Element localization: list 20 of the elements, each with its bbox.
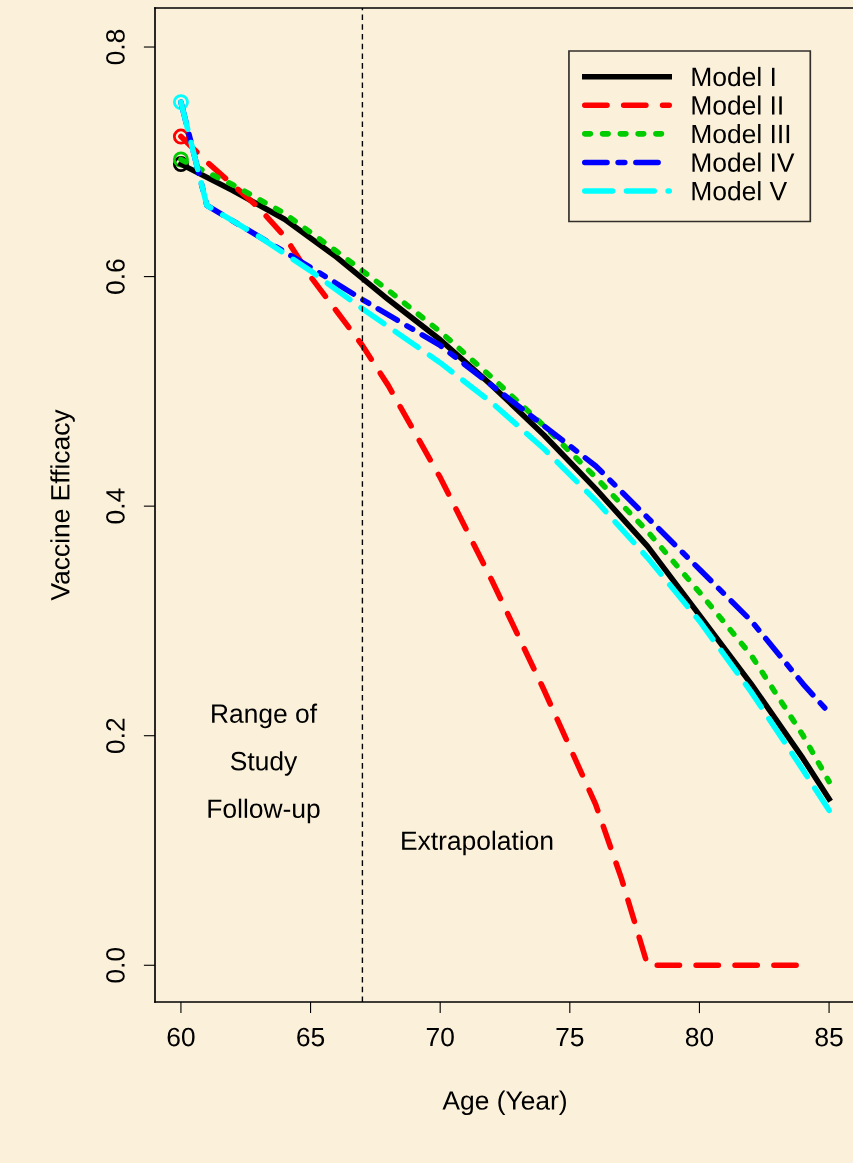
x-tick-label: 60 [167, 1027, 195, 1047]
y-tick-label: 0.2 [106, 718, 125, 754]
y-tick-label: 0.4 [106, 488, 125, 524]
y-axis-title: Vaccine Efficacy [50, 409, 75, 601]
annotation: Range of Study Follow-up [208, 703, 320, 824]
y-tick-label: 0.6 [106, 259, 125, 294]
legend-label: Model I [692, 66, 775, 87]
x-tick-label: 65 [297, 1027, 325, 1047]
legend-label: Model V [692, 181, 788, 201]
y-tick-label: 0.0 [106, 947, 125, 983]
legend-label: Model III [692, 123, 790, 144]
x-tick-label: 80 [685, 1027, 714, 1047]
annotation: Extrapolation [402, 830, 553, 856]
x-tick-label: 75 [556, 1027, 584, 1047]
x-axis-title: Age (Year) [442, 1090, 566, 1116]
x-tick-label: 85 [815, 1027, 843, 1047]
legend-label: Model IV [692, 152, 795, 172]
x-tick-label: 70 [426, 1027, 454, 1047]
y-tick-label: 0.8 [106, 29, 125, 65]
legend-label: Model II [692, 95, 782, 115]
